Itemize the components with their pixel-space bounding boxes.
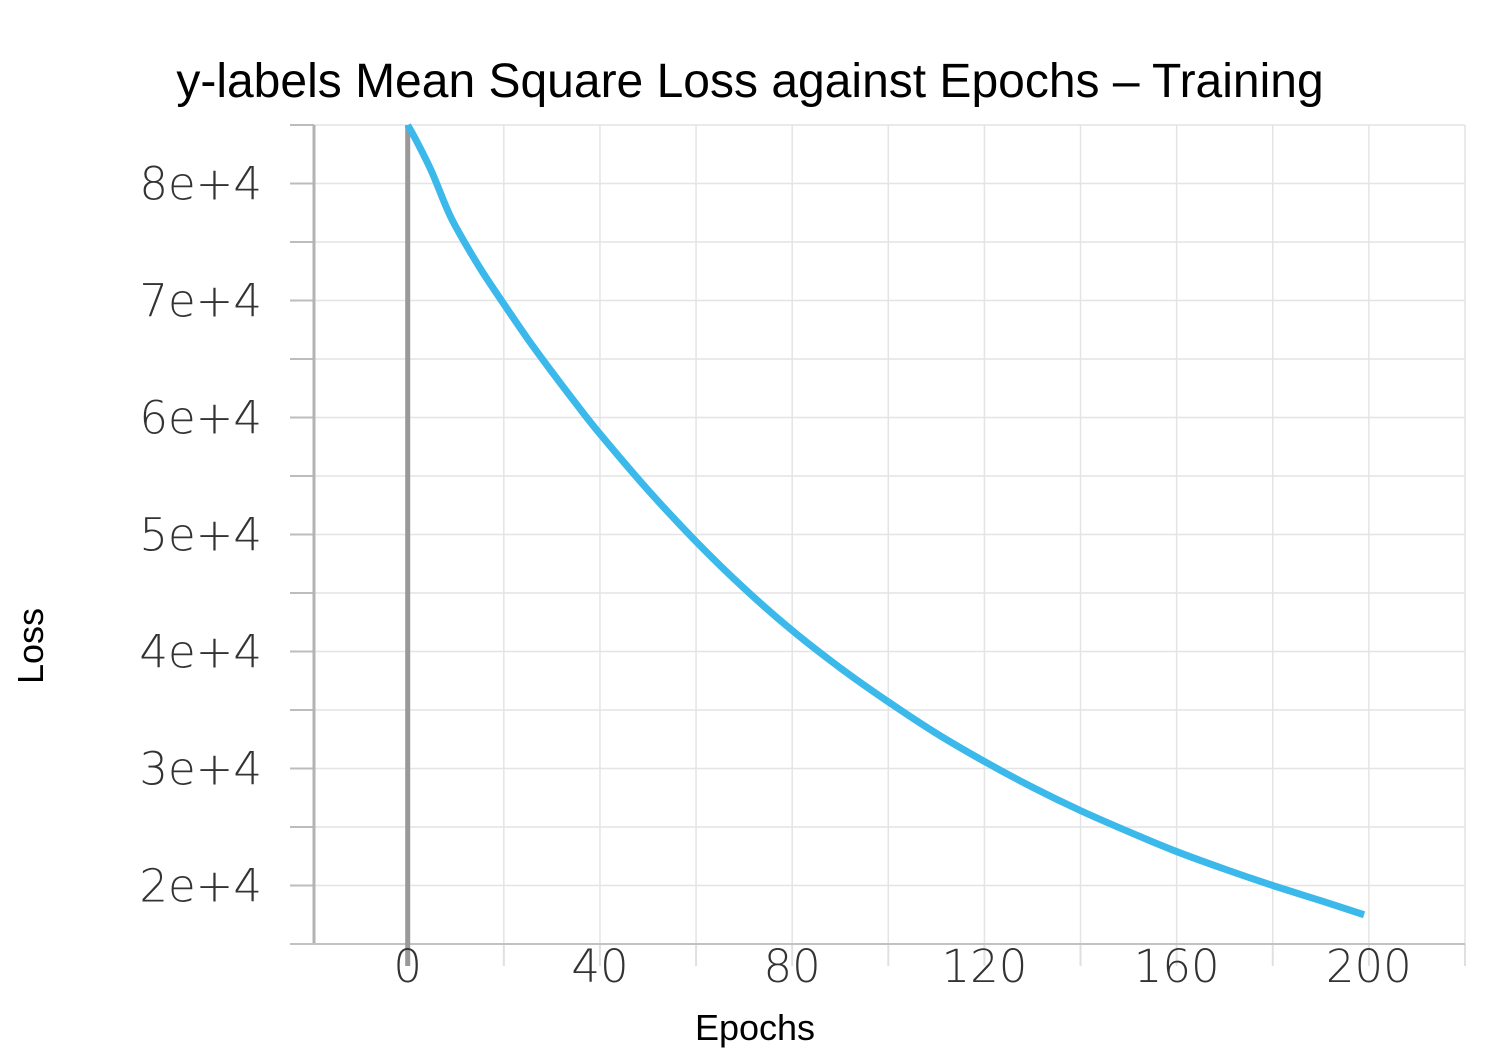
y-tick-label: 3e+4 <box>139 743 262 796</box>
x-axis-label: Epochs <box>695 1007 815 1048</box>
x-tick-label: 200 <box>1326 940 1412 993</box>
axes <box>290 124 1466 966</box>
series-layer <box>404 123 1366 919</box>
x-tick-label: 40 <box>571 940 628 993</box>
tick-labels: 2e+4 3e+4 4e+4 5e+4 6e+4 7e+4 8e+4 0 40 80 120 160 2… <box>139 158 1411 994</box>
grid <box>314 124 1466 945</box>
y-axis-label: Loss <box>10 608 51 684</box>
chart-title: y-labels Mean Square Loss against Epochs… <box>176 55 1323 108</box>
x-tick-label: 120 <box>941 940 1027 993</box>
x-tick-label: 0 <box>393 940 422 993</box>
y-tick-label: 5e+4 <box>139 509 262 562</box>
y-tick-label: 7e+4 <box>139 275 262 328</box>
x-tick-label: 80 <box>764 940 821 993</box>
y-tick-label: 6e+4 <box>139 392 262 445</box>
x-tick-label: 160 <box>1134 940 1220 993</box>
y-tick-label: 8e+4 <box>139 158 262 211</box>
y-tick-label: 4e+4 <box>139 626 262 679</box>
y-tick-label: 2e+4 <box>139 860 262 913</box>
loss-series-line <box>404 123 1366 919</box>
